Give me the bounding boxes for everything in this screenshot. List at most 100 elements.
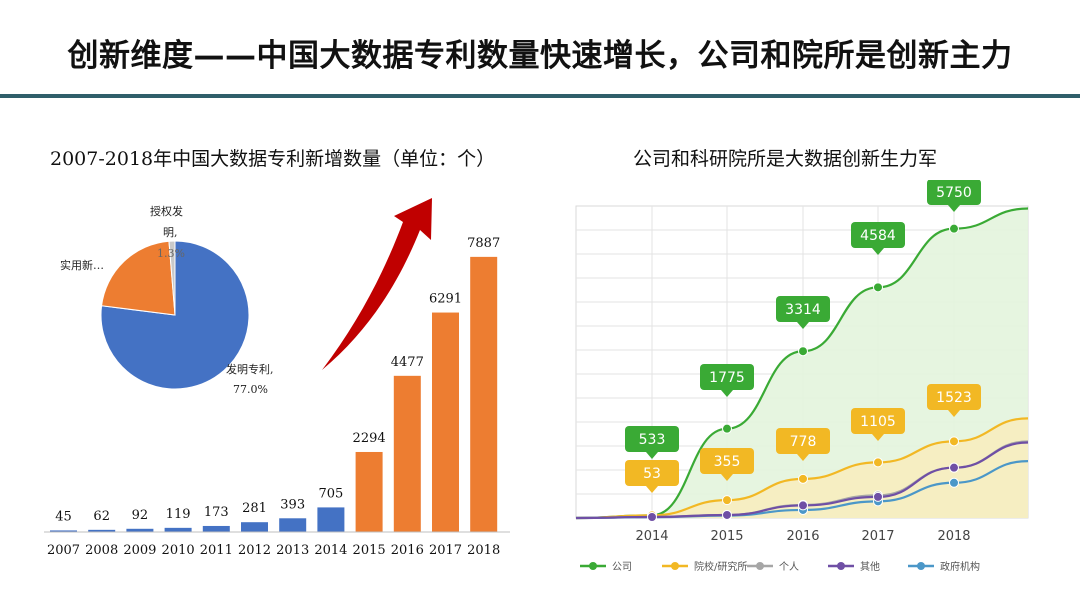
bar-value-label: 4477	[391, 355, 424, 370]
bar-value-label: 2294	[353, 431, 386, 446]
data-label: 778	[776, 428, 830, 461]
bar	[279, 518, 307, 532]
data-point	[722, 423, 732, 434]
data-label: 533	[625, 426, 679, 459]
x-tick-label: 2007	[47, 543, 80, 558]
bar	[126, 528, 154, 532]
bar-value-label: 393	[280, 497, 305, 512]
svg-text:政府机构: 政府机构	[940, 560, 980, 573]
bar	[88, 529, 116, 532]
pie-label: 授权发	[150, 204, 183, 218]
bar-value-label: 45	[55, 509, 72, 524]
svg-text:1775: 1775	[709, 370, 745, 386]
legend-item: 政府机构	[908, 560, 980, 573]
pie-label: 发明专利,	[226, 362, 274, 376]
x-tick-label: 2018	[467, 543, 500, 558]
x-tick-label: 2014	[314, 543, 347, 558]
bar-value-label: 281	[242, 501, 267, 516]
pie-slice	[168, 240, 176, 316]
bar-chart: 45 2007 62 2008 92 2009 119 2010 173 2011 281 2012 3…	[44, 198, 510, 558]
x-tick-label: 2017	[429, 543, 462, 558]
bar-value-label: 6291	[429, 292, 462, 307]
x-tick-label: 2015	[353, 543, 386, 558]
area-chart: 533 1775 3314 4584 5750 53 355 778 1105 1523 2014 2…	[575, 180, 1029, 573]
data-point	[647, 511, 657, 522]
trend-arrow	[322, 198, 432, 370]
bar	[393, 375, 421, 532]
data-label: 1105	[851, 408, 905, 441]
pie-label: 明,	[163, 226, 178, 239]
bar	[355, 451, 383, 532]
x-tick-label: 2017	[861, 529, 894, 544]
bar	[50, 530, 77, 532]
data-point	[949, 436, 959, 447]
svg-text:1523: 1523	[936, 390, 972, 406]
data-label: 355	[700, 448, 754, 481]
bar-value-label: 92	[132, 508, 149, 523]
bar-value-label: 173	[204, 505, 229, 520]
svg-text:公司: 公司	[612, 562, 632, 573]
data-point	[798, 500, 808, 511]
data-label: 1775	[700, 364, 754, 397]
x-tick-label: 2010	[162, 543, 195, 558]
data-label: 4584	[851, 222, 905, 255]
data-label: 1523	[927, 384, 981, 417]
data-point	[949, 462, 959, 473]
svg-text:778: 778	[790, 434, 817, 450]
bar	[202, 525, 230, 532]
data-point	[798, 473, 808, 484]
legend: 公司 院校/研究所 个人 其他 政府机构	[580, 560, 980, 573]
pie-label: 实用新…	[60, 258, 104, 272]
pie-percent: 77.0%	[233, 383, 268, 396]
legend-item: 其他	[828, 560, 880, 573]
svg-text:院校/研究所: 院校/研究所	[694, 560, 747, 573]
svg-text:5750: 5750	[936, 185, 972, 201]
data-point	[722, 509, 732, 520]
svg-text:1105: 1105	[860, 414, 896, 430]
bar	[164, 527, 192, 532]
x-tick-label: 2012	[238, 543, 271, 558]
svg-text:533: 533	[639, 432, 666, 448]
x-tick-label: 2016	[786, 529, 819, 544]
title-divider	[0, 94, 1080, 98]
bar-chart-title: 2007-2018年中国大数据专利新增数量（单位：个）	[50, 148, 496, 170]
data-point	[798, 346, 808, 357]
svg-text:4584: 4584	[860, 228, 896, 244]
svg-text:个人: 个人	[779, 561, 799, 573]
data-point	[873, 491, 883, 502]
pie-slice	[101, 240, 176, 316]
legend-item: 院校/研究所	[662, 560, 747, 573]
x-tick-label: 2008	[85, 543, 118, 558]
x-tick-label: 2011	[200, 543, 233, 558]
svg-text:355: 355	[714, 454, 741, 470]
legend-item: 个人	[747, 561, 799, 573]
x-tick-label: 2015	[710, 529, 743, 544]
data-point	[873, 457, 883, 468]
data-point	[722, 495, 732, 506]
svg-text:3314: 3314	[785, 302, 821, 318]
x-tick-label: 2009	[123, 543, 156, 558]
page-title: 创新维度——中国大数据专利数量快速增长，公司和院所是创新主力	[67, 38, 1013, 74]
x-tick-label: 2014	[635, 529, 668, 544]
x-tick-label: 2013	[276, 543, 309, 558]
series-area	[576, 208, 1028, 519]
svg-text:53: 53	[643, 466, 661, 482]
data-label: 3314	[776, 296, 830, 329]
bar-value-label: 705	[318, 486, 343, 501]
bar	[317, 507, 345, 532]
svg-text:其他: 其他	[860, 560, 880, 573]
data-point	[873, 282, 883, 293]
bar-value-label: 62	[93, 509, 110, 524]
legend-item: 公司	[580, 562, 632, 573]
bar-value-label: 7887	[467, 236, 500, 251]
line-chart-title: 公司和科研院所是大数据创新生力军	[633, 148, 938, 170]
bars: 45 2007 62 2008 92 2009 119 2010 173 2011 281 2012 3…	[47, 236, 500, 558]
data-label: 53	[625, 460, 679, 493]
data-point	[949, 223, 959, 234]
bar	[432, 312, 459, 532]
pie-percent: 1.3%	[157, 247, 185, 260]
data-label: 5750	[927, 180, 981, 212]
x-tick-label: 2016	[391, 543, 424, 558]
x-tick-label: 2018	[937, 529, 970, 544]
